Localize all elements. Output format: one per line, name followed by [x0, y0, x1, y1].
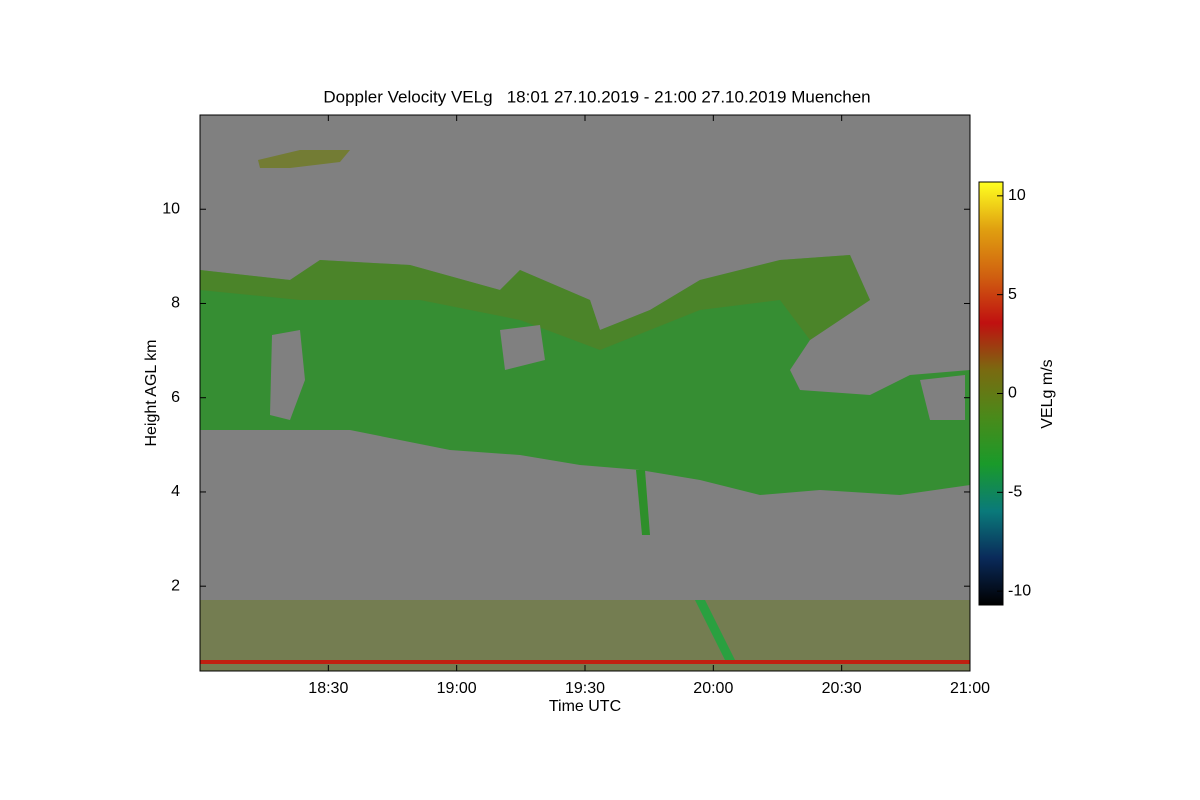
y-tick-label: 6: [171, 389, 180, 406]
x-axis-label: Time UTC: [549, 698, 621, 715]
cloud-top: [200, 255, 870, 350]
near-field-line: [200, 660, 970, 664]
chart-title: Doppler Velocity VELg 18:01 27.10.2019 -…: [323, 87, 870, 106]
colorbar-tick-label: 5: [1008, 286, 1017, 303]
y-tick-label: 4: [171, 483, 180, 500]
y-tick-label: 8: [171, 295, 180, 312]
colorbar-tick-label: -5: [1008, 484, 1022, 501]
x-tick-label: 18:30: [308, 680, 348, 697]
x-tick-label: 19:30: [565, 680, 605, 697]
x-tick-label: 19:00: [437, 680, 477, 697]
colorbar-label: VELg m/s: [1039, 359, 1056, 428]
echo-gap: [270, 330, 305, 420]
x-tick-label: 20:30: [822, 680, 862, 697]
y-tick-label: 2: [171, 577, 180, 594]
cloud-echo: [200, 255, 970, 495]
precip-streak: [695, 600, 735, 660]
y-axis-label: Height AGL km: [143, 339, 160, 446]
echo-gap: [920, 375, 965, 420]
x-tick-label: 20:00: [693, 680, 733, 697]
fall-streak: [636, 470, 650, 535]
echo-gap: [500, 325, 545, 370]
x-tick-label: 21:00: [950, 680, 990, 697]
cirrus-echo: [258, 150, 350, 168]
y-tick-label: 10: [162, 200, 180, 217]
echo-layer: [200, 150, 970, 671]
ground-clutter: [200, 600, 970, 671]
colorbar-tick-label: 0: [1008, 385, 1017, 402]
colorbar-tick-label: 10: [1008, 187, 1026, 204]
colorbar-tick-label: -10: [1008, 582, 1031, 599]
